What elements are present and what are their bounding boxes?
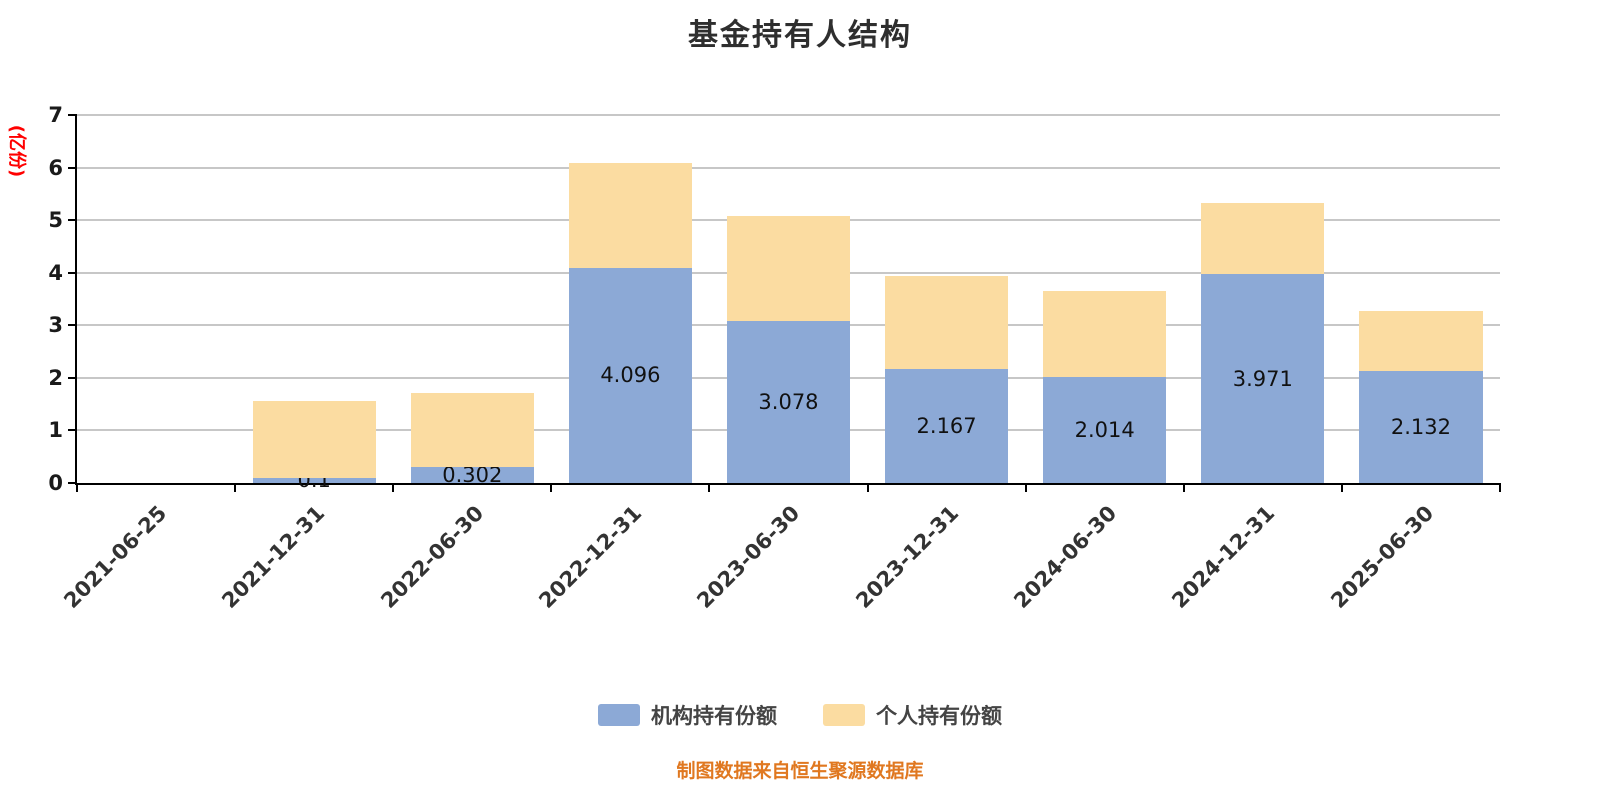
bar-segment-institution[interactable]: 3.078 — [726, 321, 851, 483]
bar-segment-personal[interactable] — [884, 275, 1009, 370]
y-axis-tick-label: 0 — [48, 471, 63, 495]
bar-segment-institution[interactable]: 3.971 — [1201, 274, 1325, 483]
bar-segment-personal[interactable] — [726, 216, 851, 322]
bar-segment-institution[interactable]: 2.132 — [1359, 370, 1483, 483]
y-axis-tick-label: 6 — [48, 155, 63, 180]
y-axis-tick — [68, 166, 77, 169]
x-axis-label: 2022-06-30 — [375, 501, 488, 613]
bar-slot: 3.971 — [1184, 115, 1342, 483]
legend-item-personal[interactable]: 个人持有份额 — [823, 700, 1002, 730]
bar-slot: 0.302 — [393, 115, 551, 487]
bar-value-label: 4.096 — [600, 363, 661, 388]
legend-label: 个人持有份额 — [876, 704, 1002, 728]
x-axis-tick — [1024, 483, 1027, 492]
x-axis-label: 2023-06-30 — [692, 501, 805, 613]
legend-label: 机构持有份额 — [651, 704, 777, 728]
bar-segment-personal[interactable] — [568, 162, 693, 268]
y-axis-tick-label: 1 — [48, 418, 63, 443]
bar-segment-personal[interactable] — [1043, 290, 1167, 378]
x-axis-label: 2022-12-31 — [534, 501, 647, 613]
y-axis-tick-label: 7 — [48, 103, 63, 127]
bar-segment-institution[interactable]: 4.096 — [568, 267, 693, 483]
bar-slot: 2.167 — [868, 115, 1026, 483]
y-axis-tick — [68, 219, 77, 222]
bar-value-label: 3.078 — [758, 390, 819, 415]
y-axis-tick — [68, 114, 77, 116]
bar-segment-personal[interactable] — [252, 401, 376, 478]
bar-segment-personal[interactable] — [1359, 311, 1483, 371]
y-axis-tick-label: 2 — [48, 365, 63, 390]
bar-slot: 2.014 — [1026, 115, 1184, 483]
legend-item-institution[interactable]: 机构持有份额 — [598, 700, 777, 730]
chart-title: 基金持有人结构 — [688, 18, 912, 53]
legend: 机构持有份额 个人持有份额 — [0, 700, 1600, 730]
x-axis-labels: 2021-06-25 2021-12-31 2022-06-30 2022-12-31… — [59, 493, 1500, 643]
bar-slot: 3.078 — [709, 115, 867, 483]
x-axis-label: 2021-12-31 — [217, 501, 330, 613]
x-axis-tick — [1340, 483, 1343, 492]
x-axis-label: 2023-12-31 — [850, 501, 963, 613]
y-axis-tick-label: 3 — [48, 313, 63, 338]
x-axis-tick — [866, 483, 869, 492]
source-note: 制图数据来自恒生聚源数据库 — [676, 760, 924, 782]
y-axis-tick — [68, 429, 77, 432]
y-axis-tick — [68, 271, 77, 274]
x-axis-tick — [76, 483, 78, 492]
x-axis-tick — [1182, 483, 1185, 492]
bar-segment-personal[interactable] — [410, 393, 534, 468]
legend-swatch-icon — [598, 704, 640, 726]
x-axis-tick — [392, 483, 395, 492]
bar-segment-institution[interactable]: 0.302 — [410, 463, 534, 487]
legend-swatch-icon — [823, 704, 865, 726]
bar-value-label: 2.132 — [1390, 414, 1451, 439]
bar-slot: 4.096 — [551, 115, 709, 483]
bar-slot: 2.132 — [1342, 115, 1500, 483]
bar-segment-institution[interactable]: 0.1 — [252, 468, 376, 492]
x-axis-tick — [1499, 483, 1501, 492]
bar-segment-institution[interactable]: 2.167 — [884, 369, 1009, 483]
x-axis-tick — [234, 483, 237, 492]
x-axis-label: 2024-06-30 — [1009, 501, 1122, 613]
gridline — [77, 114, 1500, 116]
bar-segment-institution[interactable]: 2.014 — [1043, 377, 1167, 483]
y-axis-tick — [68, 324, 77, 327]
y-axis-tick — [68, 482, 77, 484]
x-axis-label: 2021-06-25 — [59, 501, 172, 613]
x-axis-label: 2024-12-31 — [1167, 501, 1280, 613]
gridline — [77, 167, 1500, 169]
y-axis-tick — [68, 376, 77, 379]
bar-segment-personal[interactable] — [1201, 203, 1325, 275]
y-axis-tick-label: 5 — [48, 208, 63, 233]
x-axis-label: 2025-06-30 — [1325, 501, 1438, 613]
bar-value-label: 3.971 — [1232, 366, 1293, 391]
x-axis-tick — [708, 483, 711, 492]
x-axis-tick — [550, 483, 553, 492]
bar-slot — [77, 115, 235, 483]
bar-slot: 0.1 — [235, 115, 393, 492]
y-axis-tick-label: 4 — [48, 260, 63, 285]
plot-area: 0 1 2 3 4 5 6 7 0.1 0.302 4.096 3.078 2.167 2.014 3.97… — [48, 103, 1501, 495]
bar-value-label: 2.167 — [916, 414, 977, 439]
bar-value-label: 2.014 — [1074, 418, 1135, 443]
